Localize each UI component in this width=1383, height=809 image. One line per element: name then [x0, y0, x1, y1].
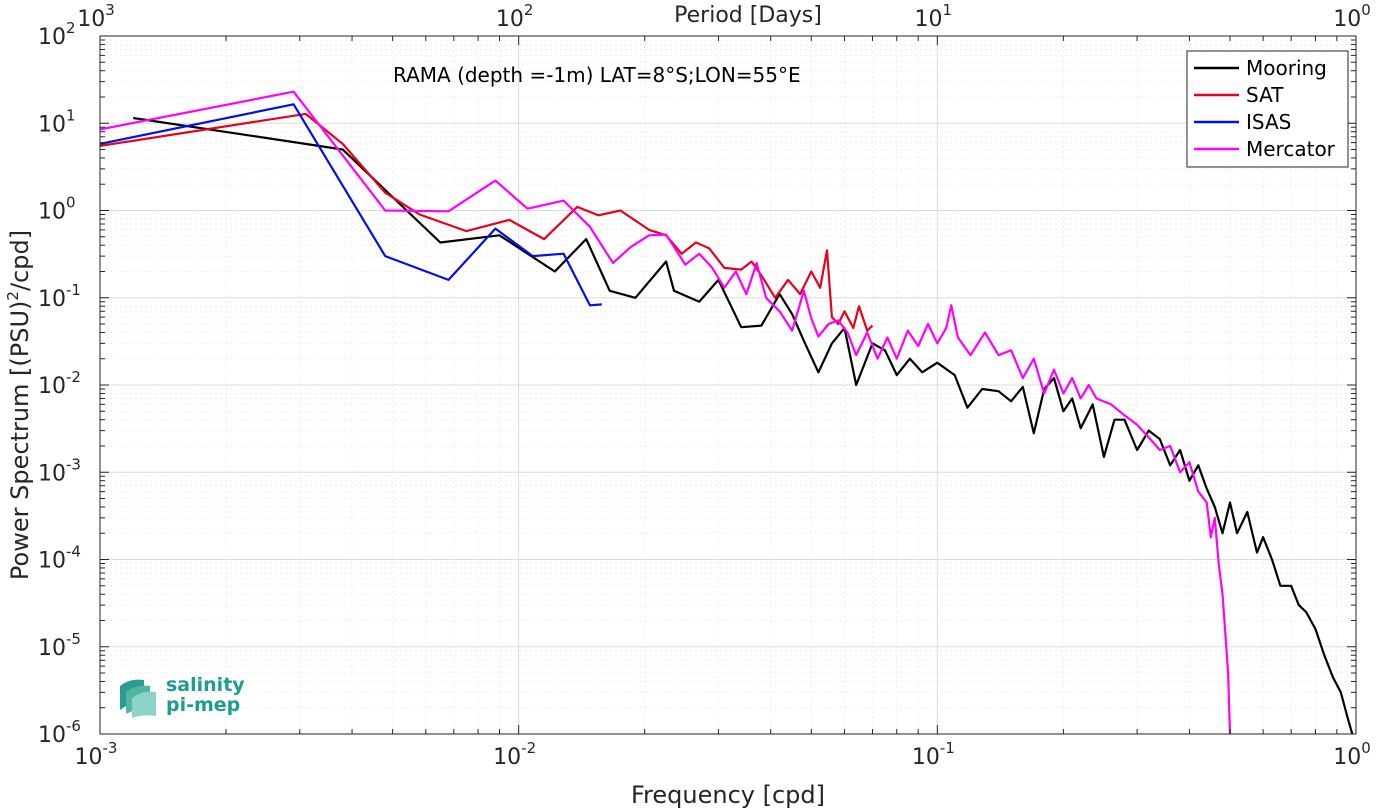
- x-tick-label-exponent: -1: [940, 739, 955, 757]
- y-tick-label: 10-6: [38, 717, 81, 748]
- tick-marks: [99, 35, 1357, 735]
- x-axis-label: Frequency [cpd]: [631, 781, 825, 809]
- top-x-tick-label: 100: [1333, 1, 1371, 32]
- series-line-mooring: [133, 116, 1354, 735]
- legend: Mooring SAT ISAS Mercator: [1186, 50, 1349, 168]
- x-tick-label-exponent: -2: [521, 739, 536, 757]
- y-axis-label-unit: /cpd]: [6, 230, 34, 291]
- top-x-tick-label-base: 10: [915, 7, 943, 32]
- y-tick-label-base: 10: [38, 25, 66, 50]
- top-x-tick-label: 102: [496, 1, 534, 32]
- y-tick-label-base: 10: [38, 374, 66, 399]
- x-tick-label-base: 10: [75, 745, 103, 770]
- y-tick-label-exponent: -5: [66, 630, 81, 648]
- y-tick-label-exponent: -4: [66, 543, 81, 561]
- y-tick-label: 10-5: [38, 630, 81, 661]
- chart-annotation: RAMA (depth =-1m) LAT=8°S;LON=55°E: [393, 63, 801, 87]
- x-tick-label-base: 10: [1333, 745, 1361, 770]
- top-x-tick-label-exponent: 0: [1361, 1, 1371, 19]
- x-tick-label-base: 10: [493, 745, 521, 770]
- top-x-tick-label: 103: [77, 1, 115, 32]
- y-tick-label-exponent: -1: [66, 281, 81, 299]
- x-tick-label-exponent: 0: [1361, 739, 1371, 757]
- series-line-isas: [99, 103, 602, 307]
- logo-text-pi-mep: pi-mep: [166, 694, 241, 716]
- legend-label-isas: ISAS: [1246, 110, 1291, 134]
- y-axis-label-exponent: 2: [4, 291, 22, 301]
- legend-box: [1186, 50, 1349, 168]
- y-tick-label: 101: [38, 106, 76, 137]
- y-tick-label-base: 10: [38, 287, 66, 312]
- x-tick-label: 10-2: [493, 739, 536, 770]
- top-x-tick-label-base: 10: [77, 7, 105, 32]
- top-x-tick-label-exponent: 2: [524, 1, 534, 19]
- y-tick-label-exponent: -6: [66, 717, 81, 735]
- x-tick-label-exponent: -3: [103, 739, 118, 757]
- y-tick-label: 10-2: [38, 368, 81, 399]
- y-tick-label-base: 10: [38, 636, 66, 661]
- legend-label-mooring: Mooring: [1246, 56, 1327, 80]
- x-tick-label-base: 10: [912, 745, 940, 770]
- y-tick-label-exponent: 2: [66, 19, 76, 37]
- y-tick-label-exponent: 1: [66, 106, 76, 124]
- legend-label-mercator: Mercator: [1246, 137, 1336, 161]
- y-tick-label-exponent: 0: [66, 194, 76, 212]
- legend-label-sat: SAT: [1246, 83, 1284, 107]
- y-tick-label: 10-4: [38, 543, 81, 574]
- x-tick-label: 100: [1333, 739, 1371, 770]
- series-lines: [99, 90, 1354, 735]
- y-tick-label: 100: [38, 194, 76, 225]
- y-axis-label-main: Power Spectrum [(PSU): [6, 301, 34, 580]
- y-tick-label-base: 10: [38, 200, 66, 225]
- salinity-pi-mep-logo: salinity pi-mep: [116, 672, 256, 722]
- top-x-tick-label-exponent: 1: [943, 1, 953, 19]
- y-axis-label: Power Spectrum [(PSU)2/cpd]: [4, 230, 34, 580]
- y-tick-label-base: 10: [38, 112, 66, 137]
- y-tick-label-base: 10: [38, 461, 66, 486]
- top-x-tick-label: 101: [915, 1, 953, 32]
- logo-icon: [120, 679, 156, 718]
- y-tick-label-exponent: -3: [66, 455, 81, 473]
- x-tick-label: 10-1: [912, 739, 955, 770]
- y-tick-label-exponent: -2: [66, 368, 81, 386]
- top-x-axis-label: Period [Days]: [674, 3, 822, 28]
- x-tick-label: 10-3: [75, 739, 118, 770]
- top-x-tick-label-base: 10: [1333, 7, 1361, 32]
- y-tick-label-base: 10: [38, 549, 66, 574]
- y-tick-label: 102: [38, 19, 76, 50]
- top-x-tick-label-base: 10: [496, 7, 524, 32]
- logo-text-salinity: salinity: [166, 674, 245, 696]
- y-tick-label: 10-1: [38, 281, 81, 312]
- top-x-tick-label-exponent: 3: [105, 1, 115, 19]
- y-tick-label-base: 10: [38, 723, 66, 748]
- y-tick-label: 10-3: [38, 455, 81, 486]
- series-line-mercator: [99, 90, 1232, 735]
